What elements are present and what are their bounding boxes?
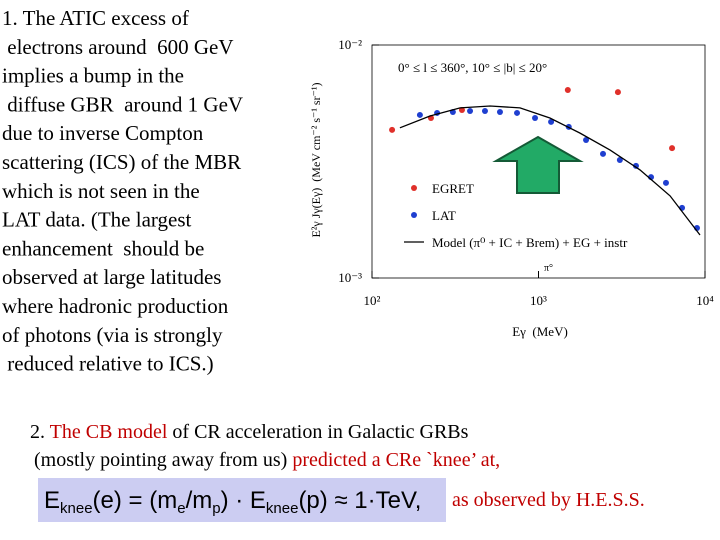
- text-line: diffuse GBR around 1 GeV: [2, 92, 243, 116]
- arrow: [492, 135, 584, 194]
- chart: 10² 10³ 10⁴ 10⁻³ 10⁻² Eγ (MeV) E²γ Jγ(Eγ) (MeV…: [309, 37, 714, 339]
- legend-label: EGRET: [432, 181, 474, 196]
- annotation: π°: [544, 263, 553, 274]
- legend-label: LAT: [432, 208, 456, 223]
- data-point: [564, 87, 571, 94]
- data-point: [548, 118, 555, 125]
- text-line: implies a bump in the: [2, 64, 184, 88]
- subscript: e: [177, 500, 185, 517]
- text-line: where hadronic production: [2, 294, 229, 318]
- x-tick-label: 10³: [530, 293, 547, 308]
- subscript: p: [212, 500, 220, 517]
- data-point: [496, 108, 503, 115]
- data-point: [600, 150, 607, 157]
- data-point: [467, 107, 474, 114]
- formula-text: (p) ≈ 1·TeV,: [298, 487, 421, 514]
- data-point: [632, 162, 639, 169]
- y-tick-label: 10⁻²: [338, 37, 362, 52]
- data-point: [514, 109, 521, 116]
- text-line: 2. The CB model of CR acceleration in Ga…: [30, 421, 469, 443]
- text-line: which is not seen in the: [2, 179, 200, 203]
- paragraph-2: 2. The CB model of CR acceleration in Ga…: [30, 421, 645, 511]
- data-point: [614, 89, 621, 96]
- data-point: [389, 126, 396, 133]
- formula-text: /m: [186, 487, 213, 514]
- subscript: knee: [60, 500, 93, 517]
- annotation: 0° ≤ l ≤ 360°, 10° ≤ |b| ≤ 20°: [398, 60, 547, 75]
- x-tick-label: 10⁴: [696, 293, 714, 308]
- legend-marker: [411, 185, 417, 191]
- text-line: enhancement should be: [2, 236, 204, 260]
- data-point: [416, 111, 423, 118]
- text-line: observed at large latitudes: [2, 265, 221, 289]
- text-line: scattering (ICS) of the MBR: [2, 150, 241, 174]
- text-line: due to inverse Compton: [2, 121, 204, 145]
- x-tick-label: 10²: [364, 293, 381, 308]
- data-point: [481, 107, 488, 114]
- text-segment: 2.: [30, 421, 50, 443]
- text-line: LAT data. (The largest: [2, 208, 191, 232]
- data-point: [583, 137, 590, 144]
- model-line: [399, 105, 701, 236]
- data-point: [662, 179, 669, 186]
- formula-box: [38, 478, 446, 522]
- text-segment: (mostly pointing away from us): [34, 449, 287, 471]
- y-tick-label: 10⁻³: [338, 270, 362, 285]
- formula-text: (e) = (m: [93, 487, 178, 514]
- text-segment: The CB model: [50, 421, 168, 443]
- text-line: as observed by H.E.S.S.: [452, 489, 645, 511]
- text-line: (mostly pointing away from us) predicted…: [34, 449, 500, 471]
- text-segment: of CR acceleration in Galactic GRBs: [167, 421, 468, 443]
- formula-text: ) · E: [221, 487, 266, 514]
- y-axis-label: E²γ Jγ(Eγ) (MeV cm⁻² s⁻¹ sr⁻¹): [309, 82, 323, 237]
- x-axis-label: Eγ (MeV): [512, 324, 568, 339]
- data-point: [532, 115, 539, 122]
- data-point: [616, 156, 623, 163]
- text-line: electrons around 600 GeV: [2, 35, 234, 59]
- paragraph-1: 1. The ATIC excess of electrons around 6…: [2, 6, 243, 376]
- text-line: 1. The ATIC excess of: [2, 6, 189, 30]
- formula-text: E: [44, 487, 60, 514]
- formula: Eknee(e) = (me/mp) · Eknee(p) ≈ 1·TeV,: [44, 487, 421, 517]
- legend-label: Model (π⁰ + IC + Brem) + EG + instr: [432, 235, 628, 250]
- text-line: reduced relative to ICS.): [2, 352, 214, 376]
- data-point: [669, 145, 676, 152]
- subscript: knee: [266, 500, 299, 517]
- legend-marker: [411, 212, 417, 218]
- text-segment: predicted a CRe `knee’ at,: [287, 449, 500, 471]
- text-segment: as observed by H.E.S.S.: [452, 489, 645, 511]
- text-line: of photons (via is strongly: [2, 323, 223, 347]
